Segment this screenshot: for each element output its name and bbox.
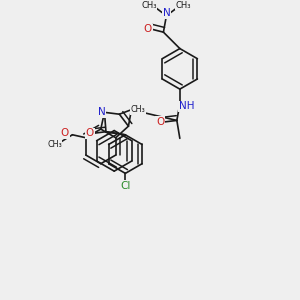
Text: O: O [61,128,69,138]
Text: CH₃: CH₃ [47,140,62,149]
Text: O: O [144,24,152,34]
Text: CH₃: CH₃ [176,1,191,10]
Text: O: O [86,128,94,138]
Text: CH₃: CH₃ [141,1,157,10]
Text: NH: NH [178,101,194,111]
Text: N: N [98,107,105,117]
Text: Cl: Cl [120,181,130,190]
Text: N: N [163,8,170,18]
Text: CH₃: CH₃ [130,105,145,114]
Text: O: O [156,117,164,127]
